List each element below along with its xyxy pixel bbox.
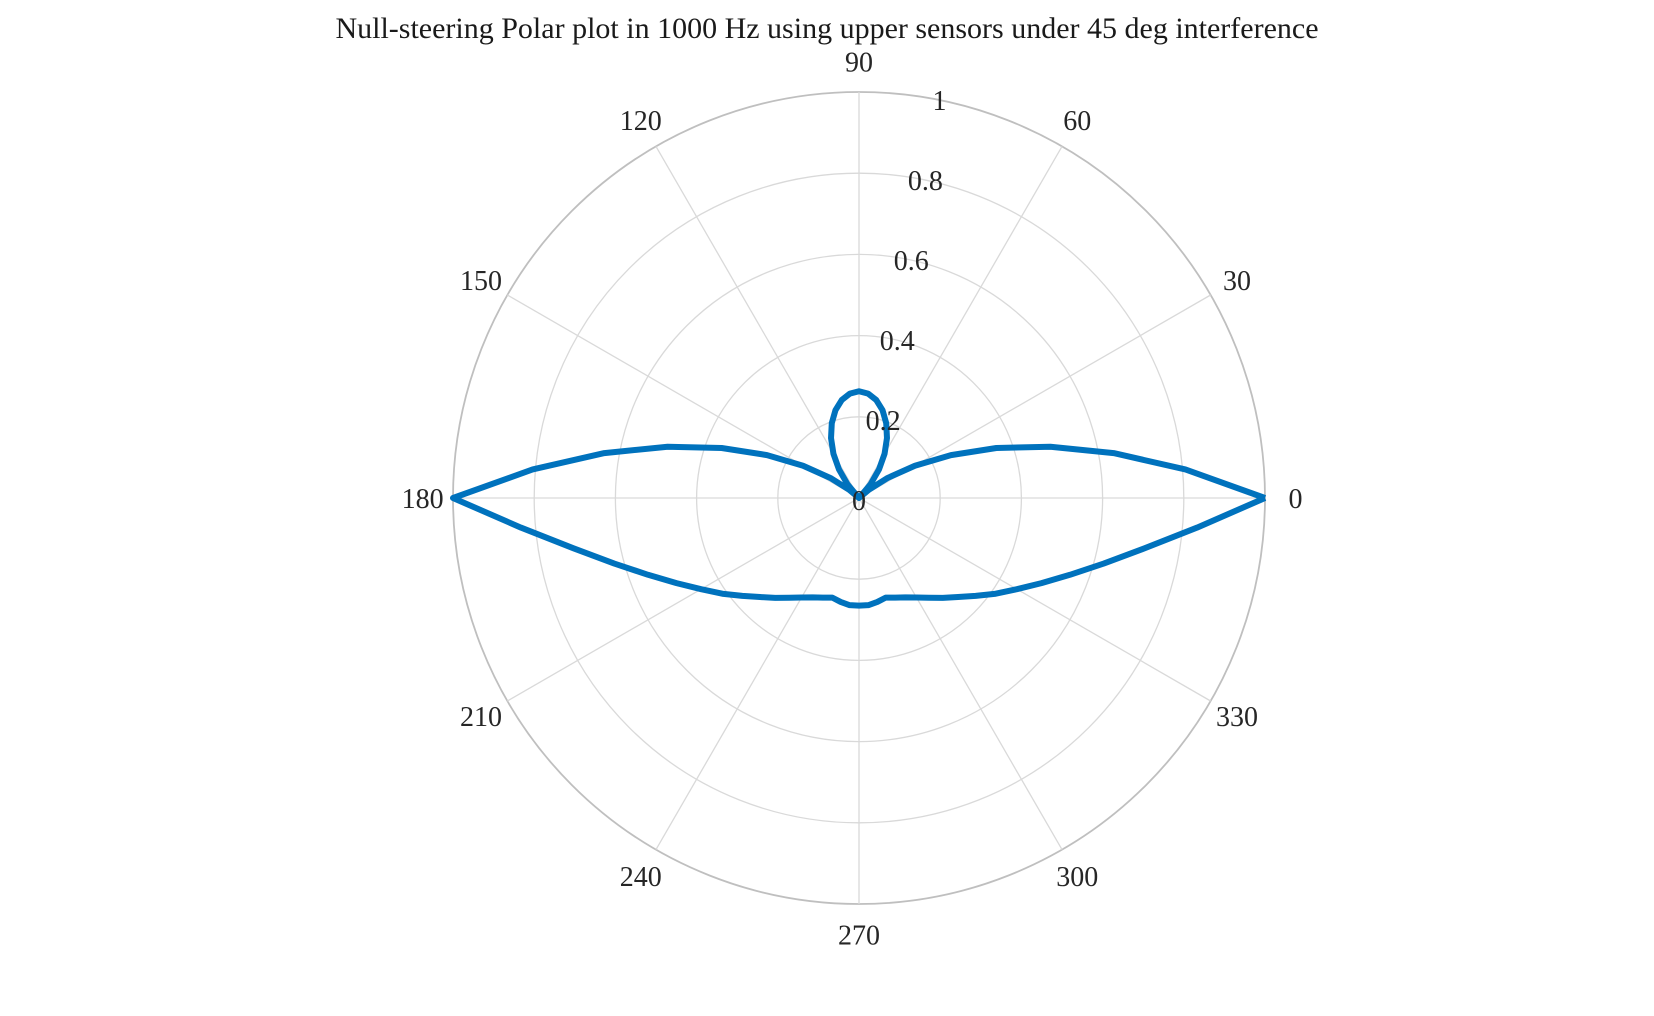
grid-spoke (507, 497, 860, 702)
r-tick-label: 0.6 (894, 246, 929, 277)
r-tick-label: 0.2 (866, 406, 901, 437)
r-tick-label: 0.8 (908, 166, 943, 197)
chart-title: Null-steering Polar plot in 1000 Hz usin… (335, 12, 1318, 45)
angular-tick-labels: 0 30 60 90 120 150 180 210 240 270 300 330 (402, 48, 1303, 952)
grid-spoke (858, 146, 1063, 499)
theta-tick-label: 180 (402, 484, 444, 515)
grid-spoke (655, 497, 860, 850)
theta-tick-label: 330 (1216, 702, 1258, 733)
grid-spoke (858, 497, 1211, 702)
grid-spoke (858, 497, 1063, 850)
theta-tick-label: 210 (460, 702, 502, 733)
r-tick-label: 0.4 (880, 326, 915, 357)
theta-tick-label: 120 (620, 106, 662, 137)
series-line (450, 388, 1267, 609)
theta-tick-label: 150 (460, 266, 502, 297)
theta-tick-label: 300 (1056, 862, 1098, 893)
r-tick-label: 1 (933, 86, 947, 117)
theta-tick-label: 240 (620, 862, 662, 893)
theta-tick-label: 270 (838, 921, 880, 952)
r-tick-label: 0 (852, 486, 866, 517)
theta-tick-label: 30 (1223, 266, 1251, 297)
grid-spoke (655, 146, 860, 499)
radial-tick-labels: 0 0.2 0.4 0.6 0.8 1 (852, 86, 947, 517)
series-layer (450, 388, 1267, 609)
theta-tick-label: 60 (1063, 106, 1091, 137)
theta-tick-label: 90 (845, 48, 873, 79)
theta-tick-label: 0 (1289, 484, 1303, 515)
